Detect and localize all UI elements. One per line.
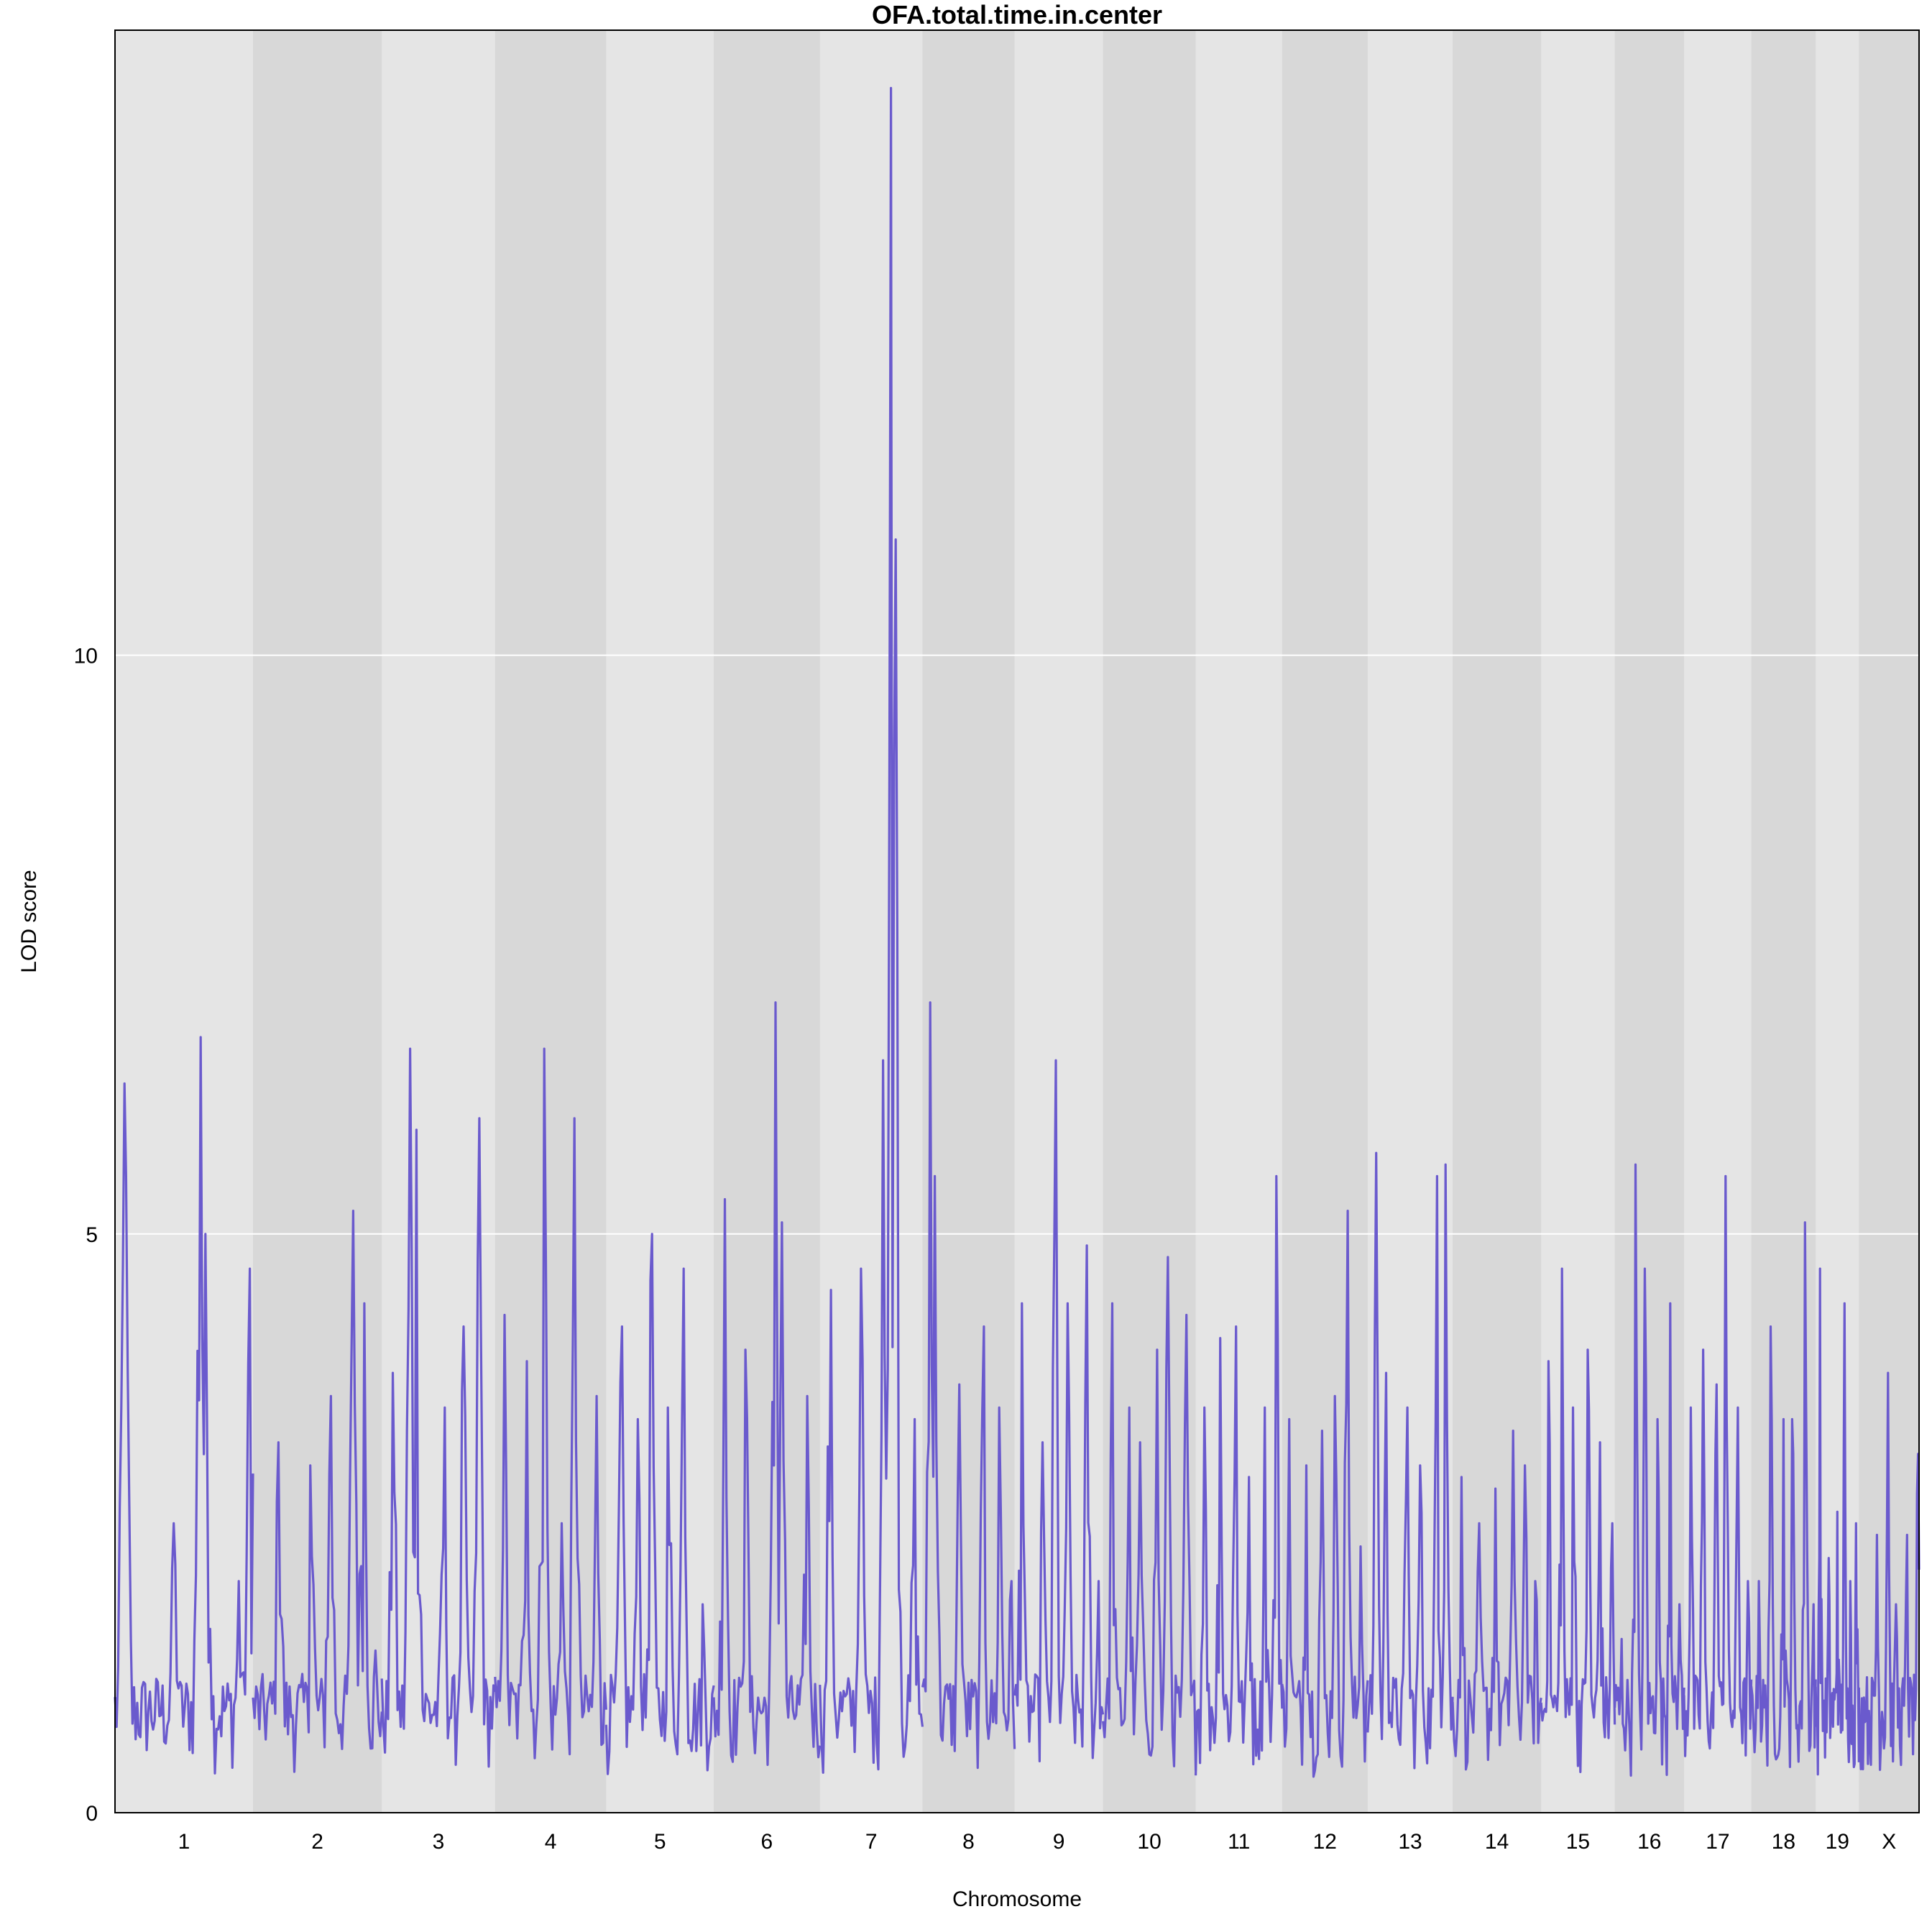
lod-line-chr-8 — [921, 1001, 1016, 1770]
chromosome-band-13 — [1367, 30, 1453, 1813]
y-tick-label-10: 10 — [74, 645, 98, 668]
x-tick-label-8: 8 — [962, 1830, 975, 1854]
x-tick-label-19: 19 — [1826, 1830, 1849, 1854]
x-tick-label-3: 3 — [433, 1830, 445, 1854]
lod-line-chr-5 — [604, 1233, 715, 1775]
y-tick-label-0: 0 — [86, 1802, 98, 1826]
x-tick-label-7: 7 — [865, 1830, 878, 1854]
chromosome-band-1 — [115, 30, 254, 1813]
x-tick-label-X: X — [1882, 1830, 1896, 1854]
x-tick-label-4: 4 — [545, 1830, 557, 1854]
lod-line-chr-9 — [1013, 1059, 1105, 1762]
lod-line-chr-3 — [380, 1047, 497, 1768]
lod-line-chr-10 — [1102, 1256, 1197, 1771]
chromosome-band-6 — [714, 30, 821, 1813]
x-tick-label-18: 18 — [1772, 1830, 1795, 1854]
x-tick-label-11: 11 — [1228, 1830, 1250, 1854]
lod-line-chr-11 — [1195, 1174, 1284, 1776]
lod-line-chr-4 — [494, 1047, 607, 1760]
lod-line-chr-14 — [1451, 1429, 1542, 1771]
x-tick-label-2: 2 — [311, 1830, 323, 1854]
lod-line-chr-13 — [1366, 1151, 1454, 1770]
y-tick-label-5: 5 — [86, 1223, 98, 1247]
lod-line-chr-12 — [1281, 1209, 1369, 1778]
x-axis-label: Chromosome — [952, 1887, 1082, 1911]
chromosome-band-5 — [606, 30, 714, 1813]
chromosome-bands — [115, 30, 1920, 1813]
plot-frame — [114, 29, 1920, 1813]
y-axis-label: LOD score — [17, 870, 41, 972]
chromosome-band-2 — [253, 30, 382, 1813]
chromosome-band-10 — [1103, 30, 1197, 1813]
chromosome-band-12 — [1282, 30, 1368, 1813]
lod-line-chr-18 — [1750, 1221, 1817, 1768]
lod-series — [114, 86, 1920, 1778]
x-tick-label-1: 1 — [178, 1830, 190, 1854]
chromosome-band-15 — [1541, 30, 1616, 1813]
x-axis-ticks: 1 2 3 4 5 6 7 8 9 10 11 12 13 14 15 16 17 18 19 X — [178, 1830, 1897, 1854]
lod-line-chr-17 — [1683, 1174, 1753, 1757]
lod-line-chr-X — [1857, 1371, 1920, 1771]
chromosome-band-16 — [1614, 30, 1685, 1813]
lod-line-chr-19 — [1814, 1267, 1860, 1776]
lod-line-chr-7 — [819, 86, 924, 1774]
chart-title: OFA.total.time.in.center — [872, 0, 1162, 29]
x-tick-label-13: 13 — [1398, 1830, 1422, 1854]
x-tick-label-9: 9 — [1053, 1830, 1065, 1854]
y-axis-ticks: 0 5 10 — [74, 645, 98, 1826]
x-tick-label-6: 6 — [761, 1830, 773, 1854]
chromosome-band-11 — [1195, 30, 1283, 1813]
chromosome-band-14 — [1453, 30, 1542, 1813]
chromosome-band-7 — [819, 30, 924, 1813]
chromosome-band-3 — [382, 30, 496, 1813]
lod-line-chr-2 — [252, 1209, 383, 1773]
lod-line-chr-6 — [712, 1001, 822, 1766]
x-tick-label-5: 5 — [654, 1830, 666, 1854]
lod-line-chr-15 — [1540, 1267, 1616, 1773]
x-tick-label-12: 12 — [1313, 1830, 1337, 1854]
lod-line-chr-1 — [114, 1036, 254, 1775]
x-tick-label-15: 15 — [1566, 1830, 1590, 1854]
x-tick-label-14: 14 — [1485, 1830, 1509, 1854]
lod-line-chr-16 — [1614, 1163, 1685, 1777]
x-tick-label-16: 16 — [1637, 1830, 1661, 1854]
chromosome-band-4 — [494, 30, 607, 1813]
x-tick-label-10: 10 — [1137, 1830, 1161, 1854]
x-tick-label-17: 17 — [1706, 1830, 1729, 1854]
